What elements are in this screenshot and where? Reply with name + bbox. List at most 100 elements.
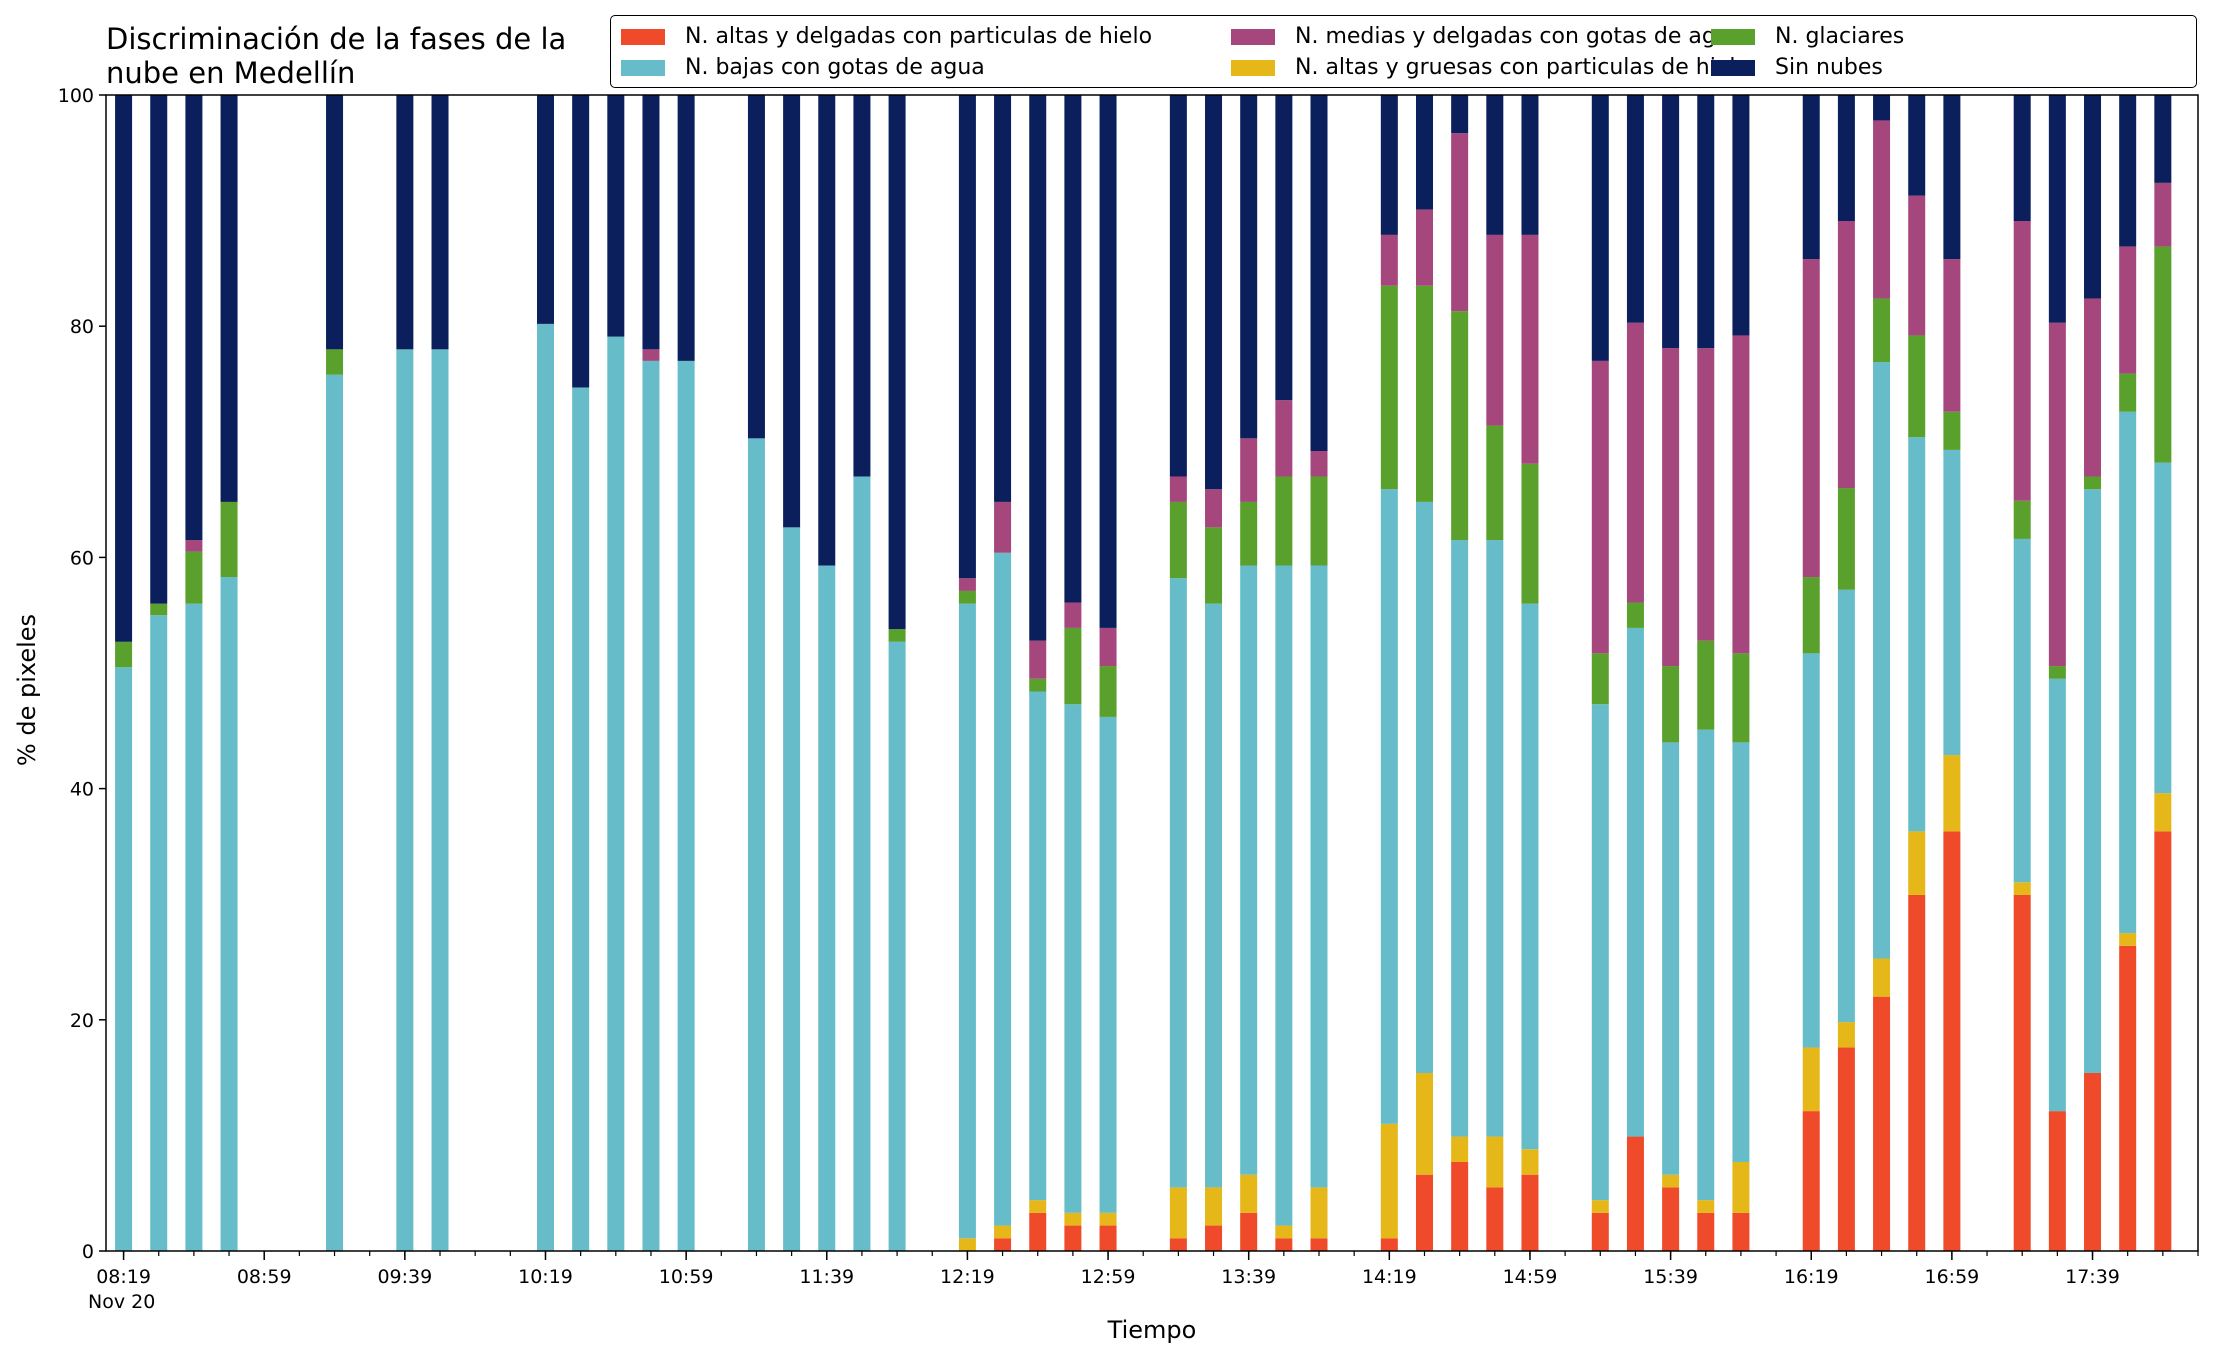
bar-segment-a-19: [1029, 1212, 1047, 1251]
chart-title-line-1: Discriminación de la fases de la: [106, 22, 567, 56]
bar-segment-d-26: [1310, 476, 1328, 566]
bar-segment-a-37: [1802, 1111, 1820, 1251]
bar-segment-d-43: [2048, 666, 2066, 679]
bar-segment-e-45: [2119, 246, 2137, 374]
bar-segment-f-11: [677, 95, 695, 361]
bar-segment-e-40: [1908, 195, 1926, 336]
bar-segment-e-24: [1240, 438, 1258, 502]
bar-segment-f-4: [326, 95, 344, 350]
bar-segment-c-22: [1169, 578, 1187, 1188]
bar-segment-e-41: [1943, 259, 1961, 412]
legend-label-b: N. altas y gruesas con particulas de hie…: [1295, 55, 1749, 80]
bar-segment-c-16: [888, 641, 906, 1251]
bar-segment-c-34: [1662, 742, 1680, 1175]
bar-segment-a-39: [1873, 996, 1891, 1251]
bar-segment-e-18: [994, 501, 1012, 553]
bar-segment-b-19: [1029, 1200, 1047, 1213]
legend-label-e: N. medias y delgadas con gotas de agua: [1295, 24, 1744, 49]
bar-segment-a-41: [1943, 831, 1961, 1251]
bar-segment-f-39: [1873, 95, 1891, 121]
bar-segment-b-25: [1275, 1225, 1293, 1239]
chart-title: Discriminación de la fases de la nube en…: [106, 22, 566, 90]
bar-segment-e-39: [1873, 120, 1891, 299]
bar-segment-d-37: [1802, 577, 1820, 654]
bar-segment-a-24: [1240, 1212, 1258, 1251]
bar-segment-f-10: [642, 95, 660, 350]
bar-segment-e-22: [1169, 476, 1187, 502]
bar-segment-b-31: [1521, 1149, 1539, 1175]
bar-segment-c-41: [1943, 449, 1961, 756]
bar-segment-c-0: [115, 667, 133, 1251]
bar-segment-c-43: [2048, 678, 2066, 1112]
bar-segment-e-10: [642, 349, 660, 361]
bar-segment-e-30: [1486, 234, 1504, 426]
legend-label-c: N. bajas con gotas de agua: [685, 55, 985, 80]
bar-segment-c-44: [2084, 489, 2102, 1073]
bar-segment-c-24: [1240, 565, 1258, 1175]
bar-segment-b-42: [2013, 882, 2031, 895]
bar-segment-d-17: [958, 590, 976, 604]
bar-segment-e-23: [1205, 489, 1223, 528]
x-tick-label-9: 14:19: [1362, 1266, 1417, 1288]
y-tick-label-0: 0: [82, 1241, 94, 1263]
bar-segment-f-34: [1662, 95, 1680, 349]
bar-segment-e-17: [958, 578, 976, 591]
legend-swatch-d: [1711, 29, 1755, 45]
bar-segment-c-40: [1908, 437, 1926, 832]
bar-segment-f-5: [396, 95, 414, 350]
bar-segment-c-38: [1837, 589, 1855, 1023]
bar-segment-d-2: [185, 551, 203, 604]
x-tick-label-13: 16:59: [1924, 1266, 1979, 1288]
legend-label-f: Sin nubes: [1775, 55, 1883, 80]
bar-segment-a-36: [1732, 1212, 1750, 1251]
bar-segment-c-45: [2119, 411, 2137, 934]
bar-segment-d-28: [1415, 285, 1433, 502]
bar-segment-a-22: [1169, 1238, 1187, 1251]
bar-segment-f-17: [958, 95, 976, 579]
bar-segment-f-44: [2084, 95, 2102, 299]
bar-segment-f-42: [2013, 95, 2031, 221]
bar-segment-b-39: [1873, 958, 1891, 997]
bar-segment-f-2: [185, 95, 203, 541]
bar-segment-c-36: [1732, 742, 1750, 1162]
bar-segment-f-22: [1169, 95, 1187, 477]
bar-segment-e-19: [1029, 640, 1047, 679]
bar-segment-f-32: [1591, 95, 1609, 361]
bar-segment-f-35: [1697, 95, 1715, 349]
bar-segment-d-16: [888, 629, 906, 642]
bar-segment-f-40: [1908, 95, 1926, 196]
bar-segment-c-1: [150, 615, 168, 1251]
x-tick-label-12: 16:19: [1784, 1266, 1839, 1288]
bar-segment-e-46: [2154, 182, 2172, 247]
bar-segment-d-3: [220, 501, 238, 578]
bar-segment-a-32: [1591, 1212, 1609, 1251]
bar-segment-c-21: [1099, 716, 1117, 1213]
bar-segment-b-35: [1697, 1200, 1715, 1213]
bar-segment-c-19: [1029, 691, 1047, 1201]
axes-group: 0 20 40 60 80 100 08:19 08:59 09:39 10:19 10:59 11:…: [58, 85, 2199, 1313]
bar-segment-c-30: [1486, 540, 1504, 1137]
bar-segment-c-13: [783, 527, 801, 1251]
bar-segment-f-24: [1240, 95, 1258, 439]
bar-segment-d-32: [1591, 653, 1609, 705]
x-tick-label-2: 09:39: [377, 1266, 432, 1288]
bar-segment-b-22: [1169, 1187, 1187, 1239]
bar-segment-b-17: [958, 1238, 976, 1251]
bar-segment-a-33: [1626, 1136, 1644, 1251]
bar-segment-d-23: [1205, 527, 1223, 604]
bar-segment-a-44: [2084, 1072, 2102, 1251]
bar-segment-c-4: [326, 374, 344, 1251]
x-tick-label-14: 17:39: [2065, 1266, 2120, 1288]
bar-group: [115, 95, 2172, 1252]
bar-segment-e-32: [1591, 360, 1609, 654]
bar-segment-b-24: [1240, 1174, 1258, 1213]
bar-segment-c-27: [1380, 489, 1398, 1124]
bar-segment-f-37: [1802, 95, 1820, 260]
bar-segment-a-30: [1486, 1187, 1504, 1251]
bar-segment-f-31: [1521, 95, 1539, 235]
bar-segment-f-27: [1380, 95, 1398, 235]
bar-segment-b-45: [2119, 933, 2137, 946]
bar-segment-f-15: [853, 95, 871, 477]
bar-segment-c-11: [677, 360, 695, 1251]
